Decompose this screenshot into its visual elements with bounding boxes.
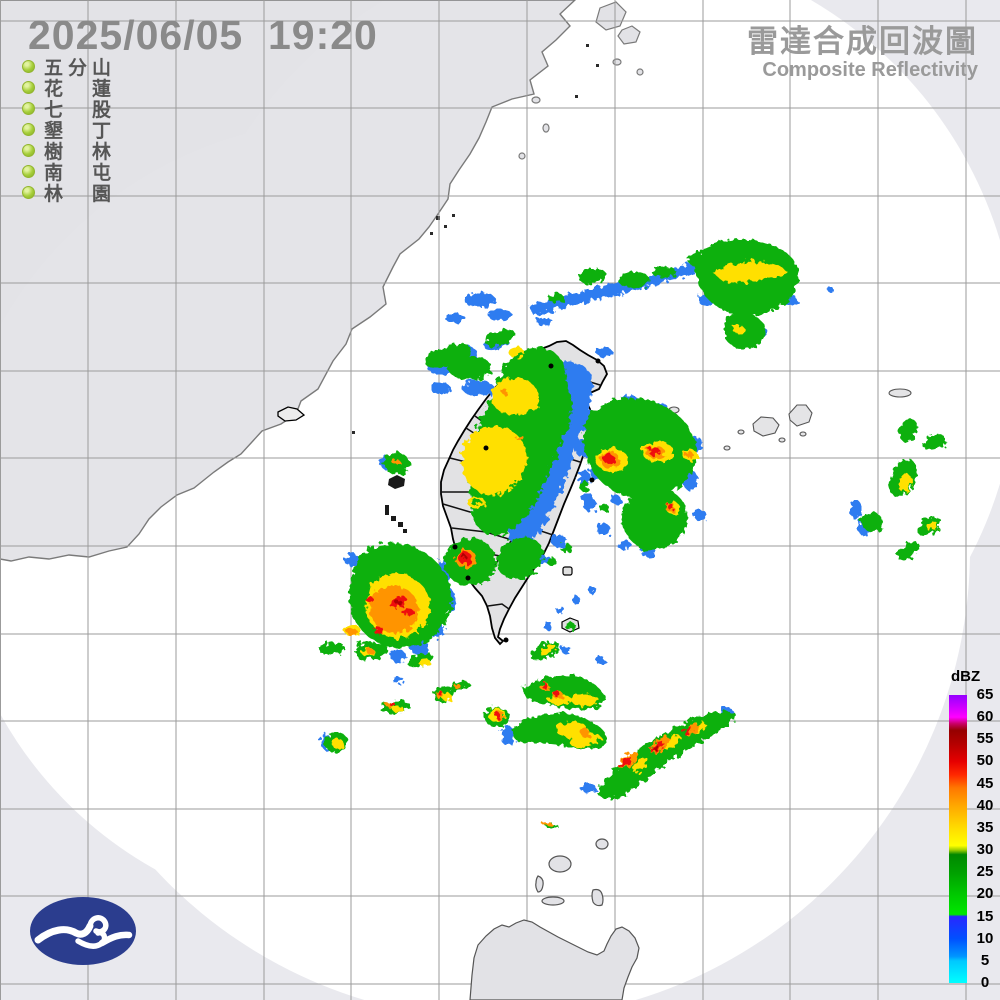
station-name-char: 屯 xyxy=(92,163,112,184)
colorbar-tick-label: 5 xyxy=(980,951,990,969)
colorbar-tick-label: 20 xyxy=(976,885,994,903)
timestamp: 2025/06/05 19:20 xyxy=(28,12,378,58)
coastal-islets xyxy=(352,44,599,434)
station-name-char: 五 xyxy=(44,58,64,79)
colorbar-gradient xyxy=(949,695,967,983)
station-name-char: 花 xyxy=(44,79,64,100)
colorbar-tick-label: 50 xyxy=(976,752,994,770)
station-item: 樹林 xyxy=(22,140,116,163)
station-name-char: 蓮 xyxy=(92,79,112,100)
colorbar-tick-label: 65 xyxy=(976,686,994,703)
radar-echoes xyxy=(319,239,946,829)
cwb-logo-icon xyxy=(30,897,136,965)
colorbar-unit-label: dBZ xyxy=(951,668,981,685)
station-item: 花蓮 xyxy=(22,77,116,100)
colorbar-tick-label: 55 xyxy=(976,730,994,748)
luzon-and-babuyan xyxy=(469,838,640,1000)
station-name-char: 南 xyxy=(44,163,64,184)
station-item: 墾丁 xyxy=(22,119,116,142)
colorbar-tick-label: 10 xyxy=(976,929,994,947)
station-name-char: 園 xyxy=(92,184,112,205)
colorbar-tick-label: 40 xyxy=(976,796,994,814)
station-name-char: 七 xyxy=(44,100,64,121)
station-status-icon xyxy=(22,81,35,94)
echo-green-layer xyxy=(319,239,946,829)
colorbar: dBZ 65 60 55 50 45 40 35 30 25 20 15 10 5 0 xyxy=(944,668,1000,998)
page-title-en: Composite Reflectivity xyxy=(762,59,978,81)
colorbar-tick-label: 35 xyxy=(976,818,994,836)
station-name-char: 丁 xyxy=(92,121,112,142)
station-name-char: 山 xyxy=(92,58,112,79)
station-name-char: 林 xyxy=(92,142,112,163)
station-item: 南屯 xyxy=(22,161,116,184)
station-status-icon xyxy=(22,144,35,157)
station-status-icon xyxy=(22,102,35,115)
penghu-islands xyxy=(385,475,407,533)
colorbar-tick-label: 0 xyxy=(980,974,990,991)
colorbar-tick-label: 25 xyxy=(976,863,994,881)
station-name-char: 股 xyxy=(92,100,112,121)
station-status-icon xyxy=(22,123,35,136)
station-item: 林園 xyxy=(22,182,116,205)
station-item: 七股 xyxy=(22,98,116,121)
colorbar-tick-label: 60 xyxy=(976,708,994,726)
china-landmass xyxy=(0,0,644,562)
station-status-icon xyxy=(22,60,35,73)
colorbar-tick-label: 45 xyxy=(976,774,994,792)
colorbar-tick-label: 30 xyxy=(976,841,994,859)
cwb-logo xyxy=(28,895,138,972)
station-name-char: 分 xyxy=(68,58,88,79)
station-name-char: 林 xyxy=(44,184,64,205)
station-list: 五分山花蓮七股墾丁樹林南屯林園 xyxy=(22,56,116,205)
station-status-icon xyxy=(22,165,35,178)
station-item: 五分山 xyxy=(22,56,116,79)
page-title-zh: 雷達合成回波圖 xyxy=(747,24,978,59)
colorbar-tick-label: 15 xyxy=(976,907,994,925)
title-block: 雷達合成回波圖 Composite Reflectivity xyxy=(747,16,978,82)
station-name-char: 墾 xyxy=(44,121,64,142)
echo-darkred-layer xyxy=(395,554,659,751)
station-status-icon xyxy=(22,186,35,199)
radar-site-dots xyxy=(452,358,601,643)
offshore-islands xyxy=(277,388,912,1000)
station-name-char: 樹 xyxy=(44,142,64,163)
